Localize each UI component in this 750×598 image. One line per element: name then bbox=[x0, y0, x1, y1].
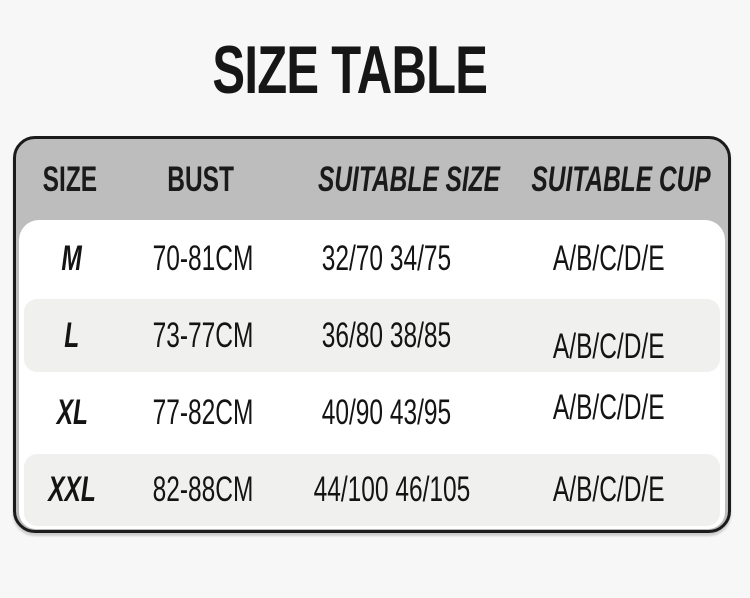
size-cell: L bbox=[19, 316, 125, 356]
column-header-size: SIZE bbox=[16, 160, 123, 200]
suitable-size-value: 44/100 46/105 bbox=[313, 470, 471, 510]
bust-cell: 77-82CM bbox=[125, 393, 280, 433]
size-value: XL bbox=[56, 393, 88, 433]
bust-cell: 73-77CM bbox=[125, 316, 280, 356]
column-header-bust: BUST bbox=[123, 160, 280, 200]
page-title-text: SIZE TABLE bbox=[212, 32, 489, 108]
size-value: M bbox=[61, 238, 83, 278]
bust-cell: 82-88CM bbox=[125, 470, 280, 510]
suitable-cup-value: A/B/C/D/E bbox=[552, 470, 665, 510]
bust-value: 77-82CM bbox=[152, 393, 253, 433]
suitable-cup-value: A/B/C/D/E bbox=[552, 326, 665, 366]
table-row-l: L 73-77CM 36/80 38/85 A/B/C/D/E bbox=[19, 297, 725, 374]
column-header-suitable-size: SUITABLE SIZE bbox=[279, 160, 500, 200]
table-row-xxl: XXL 82-88CM 44/100 46/105 A/B/C/D/E bbox=[19, 452, 725, 529]
size-cell: M bbox=[19, 239, 125, 279]
suitable-size-value: 36/80 38/85 bbox=[321, 315, 451, 355]
bust-value: 70-81CM bbox=[152, 238, 253, 278]
table-row-xl: XL 77-82CM 40/90 43/95 A/B/C/D/E bbox=[19, 375, 725, 452]
table-header-row: SIZE BUST SUITABLE SIZE SUITABLE CUP bbox=[16, 139, 728, 220]
suitable-cup-value: A/B/C/D/E bbox=[552, 238, 665, 278]
suitable-cup-cell: A/B/C/D/E bbox=[492, 239, 725, 279]
suitable-cup-cell: A/B/C/D/E bbox=[492, 470, 725, 510]
suitable-size-cell: 32/70 34/75 bbox=[280, 239, 492, 279]
column-header-suitable-cup-label: SUITABLE CUP bbox=[531, 159, 711, 199]
suitable-size-cell: 44/100 46/105 bbox=[280, 470, 492, 510]
column-header-suitable-size-label: SUITABLE SIZE bbox=[318, 159, 501, 199]
suitable-cup-cell: A/B/C/D/E bbox=[492, 388, 725, 428]
size-cell: XL bbox=[19, 393, 125, 433]
suitable-cup-value: A/B/C/D/E bbox=[552, 388, 665, 428]
suitable-size-cell: 40/90 43/95 bbox=[280, 393, 492, 433]
suitable-size-value: 40/90 43/95 bbox=[321, 393, 451, 433]
page-title: SIZE TABLE bbox=[0, 36, 700, 104]
size-value: L bbox=[64, 315, 80, 355]
column-header-bust-label: BUST bbox=[167, 159, 235, 199]
suitable-cup-cell: A/B/C/D/E bbox=[492, 327, 725, 367]
size-cell: XXL bbox=[19, 470, 125, 510]
table-body: M 70-81CM 32/70 34/75 A/B/C/D/E L 73-77C… bbox=[19, 220, 725, 529]
column-header-suitable-cup: SUITABLE CUP bbox=[493, 160, 728, 200]
table-row-m: M 70-81CM 32/70 34/75 A/B/C/D/E bbox=[19, 220, 725, 297]
bust-cell: 70-81CM bbox=[125, 239, 280, 279]
bust-value: 82-88CM bbox=[152, 470, 253, 510]
column-header-size-label: SIZE bbox=[42, 159, 97, 199]
suitable-size-value: 32/70 34/75 bbox=[321, 238, 451, 278]
size-table: SIZE BUST SUITABLE SIZE SUITABLE CUP M 7… bbox=[13, 136, 731, 533]
size-value: XXL bbox=[48, 470, 96, 510]
bust-value: 73-77CM bbox=[152, 315, 253, 355]
suitable-size-cell: 36/80 38/85 bbox=[280, 316, 492, 356]
